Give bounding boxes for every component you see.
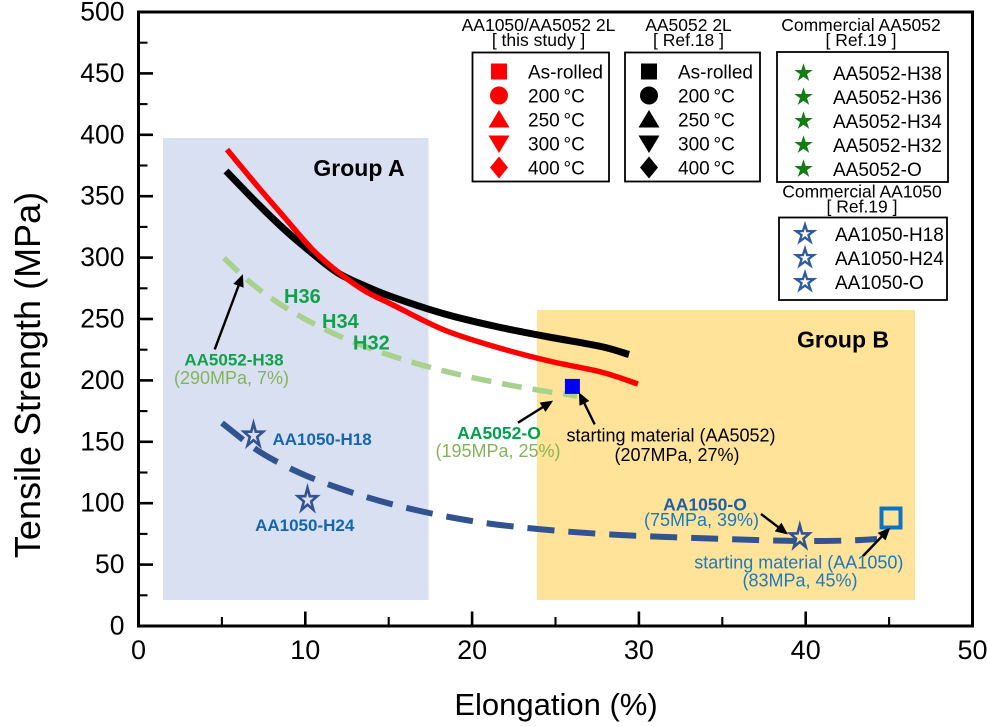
svg-text:starting material (AA5052): starting material (AA5052) — [566, 426, 775, 446]
svg-text:Group A: Group A — [313, 155, 404, 181]
svg-text:10: 10 — [290, 635, 320, 665]
svg-text:100: 100 — [80, 488, 124, 518]
svg-text:AA5052-H36: AA5052-H36 — [833, 88, 942, 109]
svg-text:(83MPa, 45%): (83MPa, 45%) — [742, 571, 857, 591]
svg-text:AA5052-H34: AA5052-H34 — [833, 112, 942, 133]
svg-text:AA1050-H24: AA1050-H24 — [255, 516, 355, 535]
svg-text:30: 30 — [624, 635, 654, 665]
svg-text:AA5052-O: AA5052-O — [457, 423, 541, 443]
svg-text:0: 0 — [131, 635, 146, 665]
svg-text:H34: H34 — [322, 311, 360, 333]
svg-text:200 °C: 200 °C — [678, 87, 735, 108]
svg-text:H32: H32 — [353, 333, 390, 355]
svg-text:300 °C: 300 °C — [528, 135, 585, 156]
svg-text:500: 500 — [80, 0, 124, 27]
svg-text:[ this study ]: [ this study ] — [492, 30, 585, 50]
svg-text:50: 50 — [95, 549, 124, 579]
svg-text:AA1050-H18: AA1050-H18 — [835, 225, 944, 246]
svg-text:400: 400 — [80, 119, 124, 149]
svg-text:[ Ref.18 ]: [ Ref.18 ] — [653, 30, 724, 50]
svg-text:40: 40 — [791, 635, 821, 665]
svg-text:AA1050-O: AA1050-O — [835, 273, 924, 294]
svg-text:AA5052-H32: AA5052-H32 — [833, 136, 942, 157]
svg-text:AA1050-H18: AA1050-H18 — [273, 430, 372, 449]
svg-text:As-rolled: As-rolled — [678, 63, 753, 84]
svg-text:AA1050-H24: AA1050-H24 — [835, 249, 944, 270]
svg-text:AA1050/AA5052 2L: AA1050/AA5052 2L — [462, 15, 616, 35]
svg-text:(195MPa, 25%): (195MPa, 25%) — [435, 441, 560, 461]
svg-text:[ Ref.19 ]: [ Ref.19 ] — [826, 197, 897, 217]
svg-text:[ Ref.19 ]: [ Ref.19 ] — [825, 30, 896, 50]
svg-text:0: 0 — [110, 611, 125, 641]
svg-text:AA5052-H38: AA5052-H38 — [184, 351, 283, 370]
svg-text:AA1050-O: AA1050-O — [663, 495, 747, 515]
svg-text:(290MPa, 7%): (290MPa, 7%) — [174, 368, 289, 388]
svg-text:AA5052-H38: AA5052-H38 — [833, 64, 942, 85]
svg-text:250: 250 — [80, 304, 124, 334]
svg-text:300 °C: 300 °C — [678, 135, 735, 156]
svg-text:starting material (AA1050): starting material (AA1050) — [694, 553, 903, 573]
svg-text:AA5052-O: AA5052-O — [833, 160, 922, 181]
svg-text:300: 300 — [80, 242, 124, 272]
svg-text:150: 150 — [80, 426, 124, 456]
svg-text:350: 350 — [80, 181, 124, 211]
svg-text:250 °C: 250 °C — [678, 111, 735, 132]
svg-text:As-rolled: As-rolled — [528, 63, 603, 84]
svg-text:(207MPa, 27%): (207MPa, 27%) — [614, 445, 739, 465]
svg-text:Elongation (%): Elongation (%) — [454, 687, 657, 722]
svg-text:20: 20 — [457, 635, 487, 665]
svg-text:200 °C: 200 °C — [528, 87, 585, 108]
svg-text:Tensile Strength (MPa): Tensile Strength (MPa) — [7, 192, 48, 558]
svg-text:200: 200 — [80, 365, 124, 395]
svg-text:Group B: Group B — [797, 327, 889, 353]
svg-text:(75MPa, 39%): (75MPa, 39%) — [644, 510, 759, 530]
svg-text:H36: H36 — [284, 286, 321, 308]
svg-text:AA5052 2L: AA5052 2L — [645, 15, 732, 35]
svg-text:400 °C: 400 °C — [528, 159, 585, 180]
svg-text:Commercial AA1050: Commercial AA1050 — [782, 182, 942, 202]
svg-text:50: 50 — [957, 635, 987, 665]
svg-text:450: 450 — [80, 58, 124, 88]
svg-text:Commercial AA5052: Commercial AA5052 — [781, 15, 941, 35]
svg-text:250 °C: 250 °C — [528, 111, 585, 132]
svg-text:400 °C: 400 °C — [678, 159, 735, 180]
